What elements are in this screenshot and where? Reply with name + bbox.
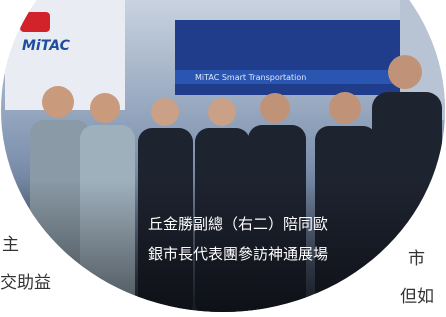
photo: MiTAC MiTAC Smart Transportation 丘金勝副總（右… — [0, 0, 446, 317]
page: MiTAC MiTAC Smart Transportation 丘金勝副總（右… — [0, 0, 446, 317]
caption-line: 丘金勝副總（右二）陪同歐 — [148, 215, 328, 233]
side-text: 主 — [2, 235, 19, 255]
sign-logo: MiTAC — [22, 38, 71, 54]
caption-line: 銀市長代表團參訪神通展場 — [148, 245, 328, 263]
side-text: 市 — [408, 249, 425, 269]
side-text: 但如 — [400, 287, 434, 307]
side-text: 交助益 — [0, 273, 51, 293]
photo-page: MiTAC MiTAC Smart Transportation 丘金勝副總（右… — [0, 0, 446, 317]
sign-banner: MiTAC Smart Transportation — [195, 73, 306, 82]
